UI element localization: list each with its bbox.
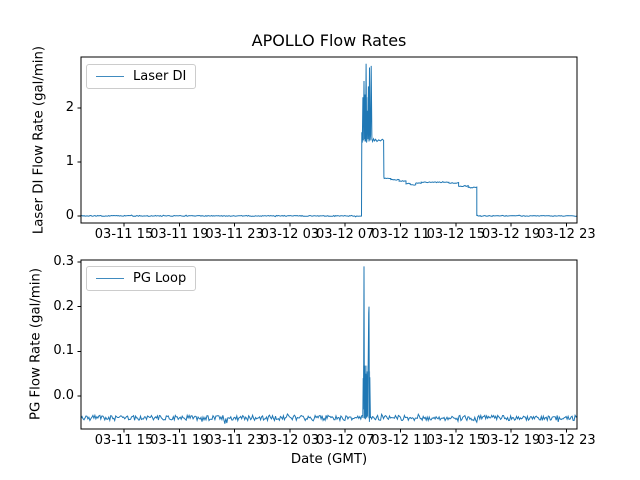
series-line-pg-loop bbox=[81, 266, 577, 424]
x-tick-label: 03-12 07 bbox=[315, 433, 375, 448]
x-tick-label: 03-11 23 bbox=[205, 227, 264, 242]
x-tick-label: 03-11 15 bbox=[94, 227, 154, 242]
x-tick-label: 03-11 19 bbox=[150, 433, 209, 448]
chart-title: APOLLO Flow Rates bbox=[251, 31, 407, 50]
y-axis-label-bottom: PG Flow Rate (gal/min) bbox=[28, 267, 44, 421]
x-tick-label: 03-12 19 bbox=[481, 227, 541, 242]
legend-line-sample bbox=[96, 76, 124, 77]
y-tick-label: 2 bbox=[65, 100, 74, 115]
y-tick-label: 0.3 bbox=[53, 253, 74, 269]
x-tick-label: 03-11 19 bbox=[150, 227, 209, 242]
x-tick-label: 03-12 03 bbox=[260, 433, 320, 448]
legend-label: Laser DI bbox=[133, 69, 187, 84]
y-tick-label: 1 bbox=[65, 154, 74, 169]
y-tick-label: 0.0 bbox=[53, 388, 74, 403]
y-tick-label: 0.1 bbox=[53, 343, 74, 359]
legend-line-sample bbox=[96, 278, 124, 279]
series-line-laser-di bbox=[81, 63, 577, 218]
x-tick-label: 03-12 03 bbox=[260, 227, 320, 242]
x-tick-label: 03-12 19 bbox=[481, 433, 541, 448]
x-tick-label: 03-12 15 bbox=[426, 433, 486, 448]
x-tick-label: 03-11 23 bbox=[205, 433, 264, 448]
axes-spines bbox=[80, 259, 578, 430]
legend-laser-di: Laser DI bbox=[86, 64, 197, 89]
legend-label: PG Loop bbox=[133, 271, 187, 286]
x-tick-label: 03-12 15 bbox=[426, 227, 486, 242]
y-axis-label-top: Laser DI Flow Rate (gal/min) bbox=[31, 45, 47, 235]
y-tick-label: 0 bbox=[65, 208, 74, 223]
x-tick-label: 03-11 15 bbox=[94, 433, 154, 448]
y-tick-label: 0.2 bbox=[53, 298, 74, 314]
axes-spines bbox=[80, 56, 578, 224]
x-tick-label: 03-12 23 bbox=[537, 227, 596, 242]
x-tick-label: 03-12 11 bbox=[371, 227, 430, 242]
legend-pg-loop: PG Loop bbox=[86, 266, 197, 291]
x-tick-label: 03-12 11 bbox=[371, 433, 430, 448]
x-tick-label: 03-12 23 bbox=[537, 433, 596, 448]
x-axis-label: Date (GMT) bbox=[290, 452, 368, 467]
x-tick-label: 03-12 07 bbox=[315, 227, 375, 242]
